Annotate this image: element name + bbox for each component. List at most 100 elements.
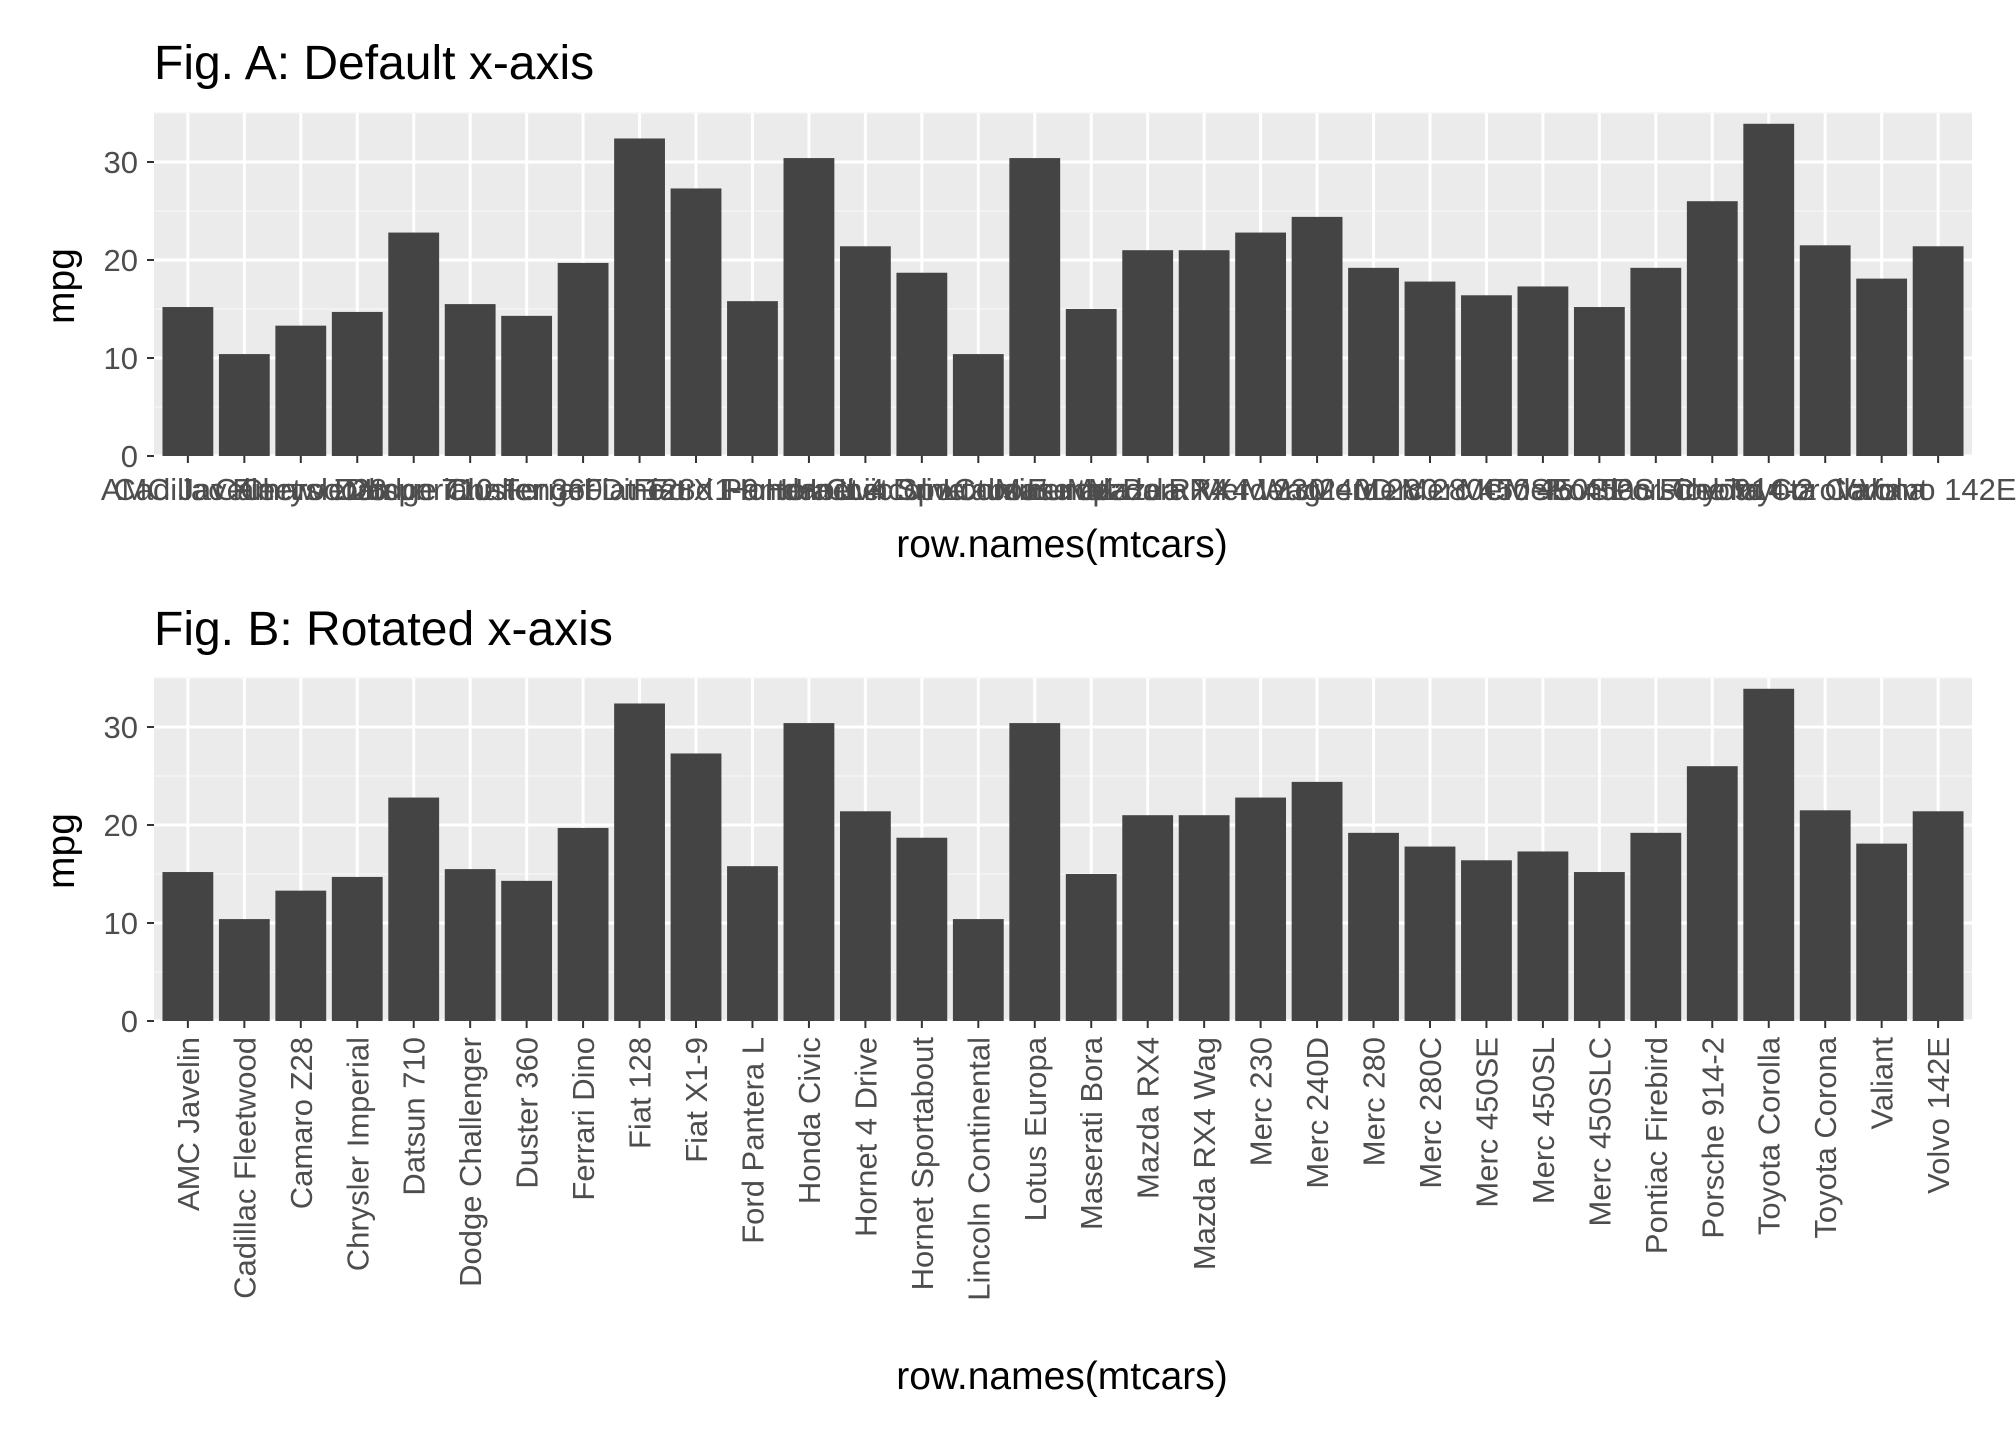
chart-b-x-tick-label: Lotus Europa bbox=[1018, 1036, 1053, 1221]
chart-b-x-tick-label: Fiat 128 bbox=[623, 1037, 658, 1149]
chart-a-bar bbox=[1348, 267, 1399, 456]
chart-b-bars bbox=[162, 688, 1964, 1021]
chart-b-x-tick-label: Datsun 710 bbox=[397, 1037, 432, 1196]
chart-a-x-tick-label: Hornet Sportabout bbox=[795, 472, 1049, 507]
chart-a-bar bbox=[218, 354, 270, 456]
chart-a-bar bbox=[952, 354, 1004, 456]
chart-b-bar bbox=[1573, 872, 1625, 1021]
chart-a-x-tick-label: Merc 280 bbox=[1309, 472, 1438, 507]
chart-a-x-axis-title: row.names(mtcars) bbox=[896, 523, 1228, 566]
chart-b-y-axis: 0 10 20 30 bbox=[104, 710, 154, 1039]
chart-fig-b: Fig. B: Rotated x-axis 0 10 20 30 AMC Javel… bbox=[40, 603, 1972, 1398]
chart-a-bar bbox=[1743, 123, 1795, 456]
chart-b-y-tick-label: 0 bbox=[121, 1004, 138, 1039]
chart-b-bar bbox=[1912, 811, 1964, 1021]
chart-b-y-axis-title: mpg bbox=[40, 813, 83, 889]
chart-a-bar bbox=[1912, 246, 1964, 456]
chart-a-x-tick-label: Honda Civic bbox=[725, 472, 892, 507]
chart-a-x-tick-label: Lincoln Continental bbox=[846, 472, 1110, 507]
chart-a-x-tick-label: Volvo 142E bbox=[1860, 472, 2016, 507]
chart-a-x-tick-label: Lotus Europa bbox=[943, 472, 1128, 507]
chart-a-bar bbox=[1856, 278, 1908, 456]
chart-a-bar bbox=[331, 311, 383, 456]
chart-b-x-tick-label: Merc 450SE bbox=[1469, 1037, 1504, 1208]
chart-a-bar bbox=[1178, 250, 1230, 456]
chart-b-bar bbox=[896, 837, 948, 1021]
chart-b-x-tick-label: Merc 280 bbox=[1357, 1037, 1392, 1166]
chart-a-y-axis: 0 10 20 30 bbox=[104, 145, 154, 474]
chart-a-x-tick-label: Mazda RX4 Wag bbox=[1088, 472, 1321, 507]
chart-b-x-tick-label: Porsche 914-2 bbox=[1695, 1037, 1730, 1239]
chart-a-x-tick-label: Fiat X1-9 bbox=[633, 472, 759, 507]
chart-a-x-tick-label: Ford Pantera L bbox=[649, 472, 856, 507]
chart-b-x-tick-label: Chrysler Imperial bbox=[340, 1037, 375, 1271]
chart-b-bar bbox=[1122, 815, 1174, 1021]
chart-b-bar bbox=[1009, 723, 1061, 1021]
chart-b-x-tick-label: Mazda RX4 bbox=[1131, 1037, 1166, 1199]
chart-a-bar bbox=[1630, 267, 1682, 456]
chart-b-bar bbox=[1291, 781, 1343, 1021]
chart-a-bar bbox=[162, 307, 214, 456]
chart-b-bar bbox=[444, 869, 496, 1021]
chart-a-bar bbox=[1009, 158, 1061, 456]
chart-a-x-tick-label: Merc 450SLC bbox=[1505, 472, 1695, 507]
chart-a-bar bbox=[1461, 295, 1512, 456]
chart-b-bar bbox=[1178, 815, 1230, 1021]
chart-b-x-tick-label: Dodge Challenger bbox=[453, 1037, 488, 1287]
chart-b-bar bbox=[501, 880, 553, 1021]
chart-b-bar bbox=[1517, 851, 1569, 1021]
chart-a-y-axis-title: mpg bbox=[40, 248, 83, 324]
chart-b-bar bbox=[162, 872, 214, 1021]
chart-a-bar bbox=[1291, 216, 1343, 456]
chart-a-bar bbox=[557, 262, 609, 456]
chart-b-bar bbox=[1065, 874, 1117, 1021]
chart-a-y-tick-label: 0 bbox=[121, 439, 138, 474]
chart-a-bar bbox=[614, 138, 665, 457]
chart-a-y-tick-label: 10 bbox=[104, 341, 138, 376]
chart-b-bar bbox=[275, 890, 327, 1021]
chart-a-x-tick-label: Ferrari Dino bbox=[501, 472, 665, 507]
chart-b-bar bbox=[1686, 766, 1738, 1021]
chart-b-bar bbox=[557, 827, 609, 1021]
chart-a-bar bbox=[1573, 307, 1625, 456]
chart-b-bar bbox=[727, 866, 778, 1021]
chart-a-bar bbox=[1799, 245, 1851, 456]
chart-b-x-tick-label: Merc 240D bbox=[1300, 1037, 1335, 1189]
chart-a-x-tick-label: Merc 450SL bbox=[1459, 472, 1626, 507]
chart-b-x-tick-label: Valiant bbox=[1865, 1037, 1900, 1130]
chart-a-x-tick-label: Duster 360 bbox=[451, 472, 603, 507]
chart-b-bar bbox=[218, 919, 270, 1021]
chart-a-bars bbox=[162, 123, 1964, 457]
chart-a-bar bbox=[896, 272, 948, 456]
chart-b-x-axis: AMC Javelin Cadillac Fleetwood Camaro Z28 C… bbox=[171, 1021, 1956, 1301]
chart-b-x-tick-label: Toyota Corolla bbox=[1752, 1036, 1787, 1235]
chart-a-bar bbox=[1517, 286, 1569, 456]
chart-b-x-tick-label: Hornet Sportabout bbox=[905, 1037, 940, 1291]
chart-a-bar bbox=[839, 246, 891, 456]
chart-a-bar bbox=[670, 188, 722, 456]
chart-b-y-tick-label: 10 bbox=[104, 906, 138, 941]
chart-a-x-tick-label: Hornet 4 Drive bbox=[765, 472, 965, 507]
chart-b-bar bbox=[1743, 688, 1795, 1021]
chart-b-x-tick-label: Pontiac Firebird bbox=[1639, 1037, 1674, 1254]
chart-a-bar bbox=[444, 304, 496, 456]
chart-a-bar bbox=[1235, 232, 1287, 456]
chart-b-x-tick-label: Camaro Z28 bbox=[284, 1037, 319, 1209]
chart-b-x-axis-title: row.names(mtcars) bbox=[896, 1355, 1228, 1398]
chart-b-x-tick-label: Volvo 142E bbox=[1921, 1037, 1956, 1194]
chart-a-bar bbox=[1404, 281, 1456, 456]
chart-a-bar bbox=[1122, 250, 1174, 456]
chart-b-bar bbox=[388, 797, 440, 1021]
chart-a-x-tick-label: Chrysler Imperial bbox=[240, 472, 474, 507]
chart-b-x-tick-label: Toyota Corona bbox=[1808, 1036, 1843, 1238]
chart-b-x-tick-label: Merc 280C bbox=[1413, 1037, 1448, 1189]
chart-a-bar bbox=[727, 301, 778, 456]
chart-b-bar bbox=[614, 703, 665, 1021]
chart-a-bar bbox=[1065, 309, 1117, 456]
chart-a-bar bbox=[1686, 201, 1738, 456]
chart-a-x-tick-label: Valiant bbox=[1835, 472, 1928, 507]
chart-b-x-tick-label: Mazda RX4 Wag bbox=[1187, 1037, 1222, 1270]
chart-b-y-tick-label: 20 bbox=[104, 808, 138, 843]
